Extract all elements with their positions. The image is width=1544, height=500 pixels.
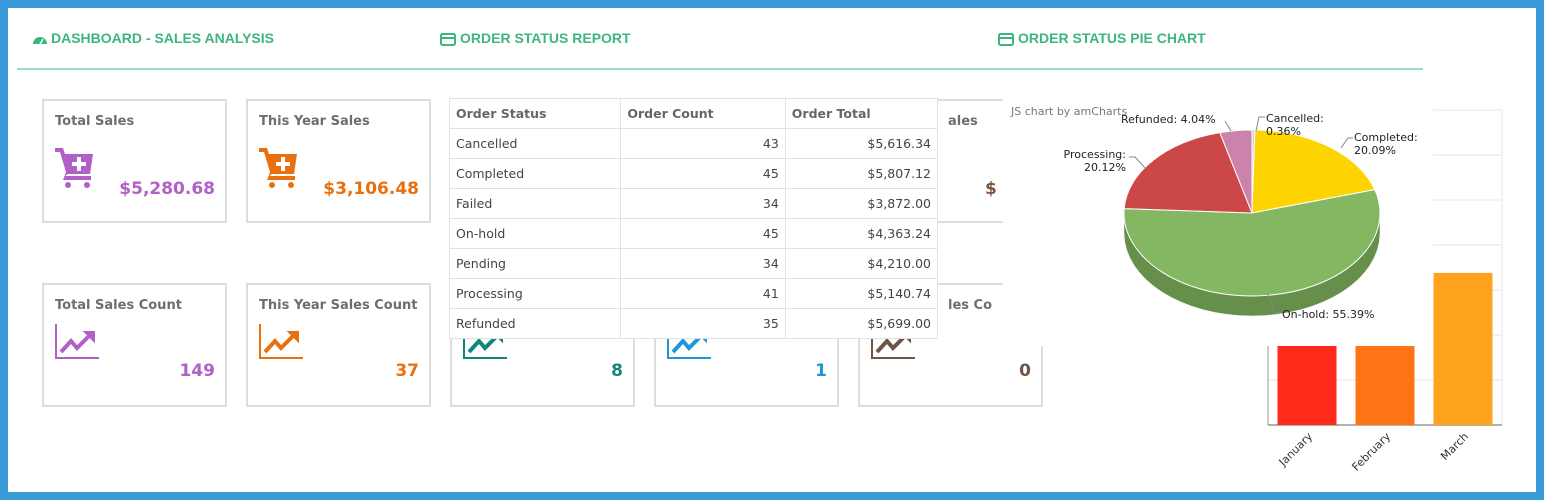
pie-slice bbox=[1219, 129, 1253, 214]
label-leader bbox=[1224, 120, 1232, 132]
table-cell: Refunded bbox=[448, 308, 622, 339]
table-row: Refunded 35 $5,699.00 bbox=[448, 308, 939, 339]
cart-plus bbox=[72, 157, 86, 171]
card-icon bbox=[440, 33, 456, 46]
cart-plus bbox=[276, 157, 290, 171]
card-value: $ bbox=[985, 179, 997, 199]
table-row: Processing 41 $5,140.74 bbox=[448, 278, 939, 309]
table-cell: $3,872.00 bbox=[784, 188, 939, 219]
card-value: $3,106.48 bbox=[323, 179, 419, 199]
table-cell: On-hold bbox=[448, 218, 622, 249]
table-cell: $5,616.34 bbox=[784, 128, 939, 159]
card-label: les Co bbox=[948, 298, 992, 313]
table-cell: 45 bbox=[620, 218, 786, 249]
card-icon bbox=[998, 33, 1014, 46]
pie-label: On-hold: 55.39% bbox=[1282, 308, 1375, 321]
table-cell: Cancelled bbox=[448, 128, 622, 159]
table-cell: 34 bbox=[620, 188, 786, 219]
trend-axis bbox=[259, 324, 303, 359]
order-status-table: Order Status Order Count Order Total Cancel… bbox=[448, 98, 939, 339]
label-leader bbox=[1266, 292, 1281, 314]
table-row: Cancelled 43 $5,616.34 bbox=[448, 128, 939, 159]
pie-label: Completed: 20.09% bbox=[1354, 131, 1418, 157]
pie-chart bbox=[1123, 116, 1381, 317]
label-leader bbox=[1129, 156, 1146, 169]
table-cell: Pending bbox=[448, 248, 622, 279]
column-header: Order Count bbox=[620, 98, 786, 129]
table-row: Completed 45 $5,807.12 bbox=[448, 158, 939, 189]
trend-line bbox=[263, 332, 297, 354]
table-cell: 41 bbox=[620, 278, 786, 309]
table-cell: $5,699.00 bbox=[784, 308, 939, 339]
trend-line bbox=[59, 332, 93, 354]
pie-slice bbox=[1251, 129, 1376, 214]
x-tick-label: January bbox=[1276, 430, 1316, 470]
column-header: Order Total bbox=[784, 98, 939, 129]
table-cell: $5,140.74 bbox=[784, 278, 939, 309]
table-cell: Completed bbox=[448, 158, 622, 189]
gauge-icon bbox=[33, 37, 47, 45]
table-row: Pending 34 $4,210.00 bbox=[448, 248, 939, 279]
section-title: DASHBOARD - SALES ANALYSIS bbox=[51, 30, 274, 46]
table-cell: $4,210.00 bbox=[784, 248, 939, 279]
trend-icon bbox=[259, 324, 303, 359]
card-label: Total Sales bbox=[55, 114, 134, 129]
trend-line bbox=[875, 332, 909, 354]
label-leader bbox=[1255, 116, 1265, 132]
table-header-row: Order Status Order Count Order Total bbox=[448, 98, 939, 129]
pie-label: Processing: 20.12% bbox=[1063, 148, 1126, 174]
pie-slice bbox=[1123, 132, 1253, 214]
x-tick-label: February bbox=[1349, 430, 1393, 474]
label-leader bbox=[1340, 137, 1353, 149]
cart-wheel bbox=[65, 182, 71, 188]
table-cell: Failed bbox=[448, 188, 622, 219]
pie-label: Refunded: 4.04% bbox=[1121, 113, 1216, 126]
table-cell: 35 bbox=[620, 308, 786, 339]
card-value: 0 bbox=[1019, 361, 1031, 381]
table-cell: $4,363.24 bbox=[784, 218, 939, 249]
table-cell: 34 bbox=[620, 248, 786, 279]
pie-chart-panel: JS chart by amCharts Cancelled: 0.36% Com… bbox=[1003, 93, 1433, 346]
column-header: Order Status bbox=[448, 98, 622, 129]
cart-wheel bbox=[288, 182, 294, 188]
table-cell: 43 bbox=[620, 128, 786, 159]
x-tick-label: March bbox=[1438, 430, 1471, 463]
pie-label: Cancelled: 0.36% bbox=[1266, 112, 1324, 138]
section-title: ORDER STATUS REPORT bbox=[460, 30, 631, 46]
card-label: ales bbox=[948, 114, 978, 129]
trend-line bbox=[467, 332, 501, 354]
section-title: ORDER STATUS PIE CHART bbox=[1018, 30, 1206, 46]
card-value: 1 bbox=[815, 361, 827, 381]
card-label: This Year Sales bbox=[259, 114, 370, 129]
pie-slice bbox=[1123, 189, 1381, 297]
trend-arrow bbox=[82, 331, 95, 344]
card-label: Total Sales Count bbox=[55, 298, 182, 313]
trend-icon bbox=[55, 324, 99, 359]
table-cell: $5,807.12 bbox=[784, 158, 939, 189]
card-value: $5,280.68 bbox=[119, 179, 215, 199]
bar bbox=[1433, 272, 1493, 425]
cart-wheel bbox=[269, 182, 275, 188]
card-value: 8 bbox=[611, 361, 623, 381]
table-row: On-hold 45 $4,363.24 bbox=[448, 218, 939, 249]
table-cell: Processing bbox=[448, 278, 622, 309]
table-cell: 45 bbox=[620, 158, 786, 189]
trend-arrow bbox=[286, 331, 299, 344]
trend-axis bbox=[55, 324, 99, 359]
trend-line bbox=[671, 332, 705, 354]
cart-icon bbox=[259, 148, 297, 188]
cart-icon bbox=[55, 148, 93, 188]
card-value: 149 bbox=[180, 361, 216, 381]
card-label: This Year Sales Count bbox=[259, 298, 417, 313]
dashboard: DASHBOARD - SALES ANALYSIS ORDER STATUS … bbox=[8, 8, 1536, 492]
chart-credit: JS chart by amCharts bbox=[1011, 105, 1128, 118]
table-row: Failed 34 $3,872.00 bbox=[448, 188, 939, 219]
cart-wheel bbox=[84, 182, 90, 188]
card-value: 37 bbox=[395, 361, 419, 381]
